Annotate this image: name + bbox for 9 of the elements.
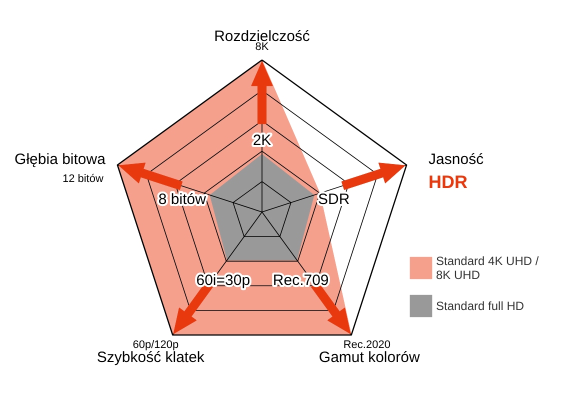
text: 60p/120p — [132, 338, 179, 351]
spoke-label: Gamut kolorów — [318, 348, 420, 366]
text: Rec.2020 — [343, 338, 390, 351]
spoke-label: Jasność — [428, 151, 484, 168]
legend-label: Standard full HD — [436, 299, 524, 313]
text: HDR — [428, 172, 468, 192]
legend-label: Standard 4K UHD / 8K UHD — [436, 254, 540, 282]
text: 12 bitów — [62, 173, 104, 186]
spoke-label: Głębia bitowa — [14, 151, 106, 168]
